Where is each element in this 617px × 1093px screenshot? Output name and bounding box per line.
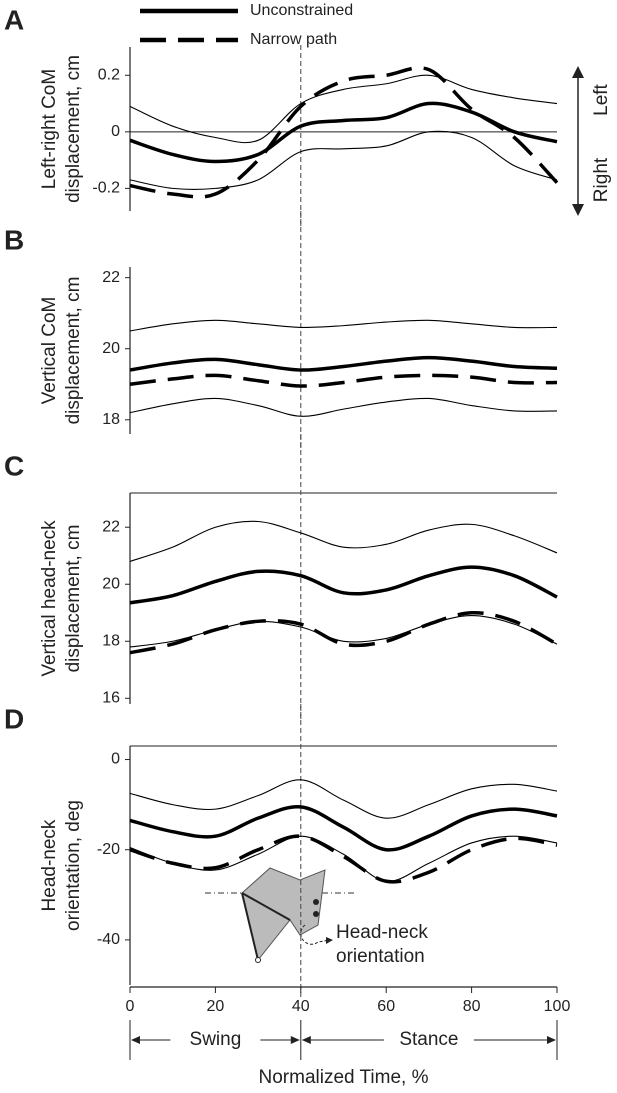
- y-axis-label: Head-neck: [39, 819, 60, 911]
- series-line: [129, 319, 558, 332]
- inset-label: Head-neck: [336, 922, 428, 943]
- arrowhead: [301, 1036, 311, 1044]
- y-tick-label: -0.2: [92, 180, 120, 197]
- x-tick-label: 100: [544, 998, 571, 1015]
- x-tick-label: 40: [292, 998, 310, 1015]
- arrowhead: [572, 204, 584, 216]
- y-tick-label: 20: [102, 575, 120, 592]
- arrowhead: [290, 1036, 300, 1044]
- series-line: [129, 520, 558, 562]
- y-tick-label: 18: [102, 411, 120, 428]
- y-axis-label: Vertical CoM: [39, 297, 60, 405]
- series-line: [129, 74, 558, 144]
- panel-label: D: [4, 703, 24, 734]
- y-tick-label: 0: [111, 751, 120, 768]
- y-axis-label: Left-right CoM: [39, 69, 60, 189]
- series-line: [129, 355, 558, 372]
- y-tick-label: 0: [111, 123, 120, 140]
- x-tick-label: 80: [463, 998, 481, 1015]
- series-line: [129, 397, 558, 417]
- series-line: [129, 834, 558, 884]
- side-label: Left: [591, 83, 612, 115]
- y-axis-label: orientation, deg: [63, 800, 84, 931]
- y-tick-label: 0.2: [98, 66, 120, 83]
- series-line: [129, 835, 558, 882]
- panel-label: C: [4, 450, 24, 481]
- arrowhead: [131, 1036, 140, 1044]
- series-line: [129, 130, 558, 190]
- series-line: [129, 565, 558, 605]
- series-line: [129, 804, 558, 852]
- inset-label: orientation: [336, 946, 425, 967]
- y-axis-label: displacement, cm: [63, 277, 84, 425]
- arrowhead: [572, 66, 584, 78]
- y-tick-label: 18: [102, 632, 120, 649]
- legend-label: Unconstrained: [250, 2, 353, 19]
- x-tick-label: 60: [377, 998, 395, 1015]
- arrowhead: [547, 1036, 556, 1044]
- inset-icon: [205, 867, 355, 963]
- y-tick-label: -20: [97, 841, 120, 858]
- series-line: [129, 373, 558, 388]
- phase-label: Swing: [190, 1029, 242, 1050]
- series-line: [129, 615, 558, 648]
- y-tick-label: 22: [102, 269, 120, 286]
- y-tick-label: -40: [97, 931, 120, 948]
- y-tick-label: 16: [102, 690, 120, 707]
- y-axis-label: displacement, cm: [63, 55, 84, 203]
- series-line: [129, 66, 559, 199]
- x-tick-label: 0: [126, 998, 135, 1015]
- x-axis-label: Normalized Time, %: [259, 1067, 429, 1088]
- panel-label: B: [4, 224, 24, 255]
- y-axis-label: displacement, cm: [63, 525, 84, 673]
- y-axis-label: Vertical head-neck: [39, 520, 60, 677]
- x-tick-label: 20: [207, 998, 225, 1015]
- series-line: [129, 779, 558, 819]
- legend-label: Narrow path: [250, 31, 337, 48]
- y-tick-label: 22: [102, 518, 120, 535]
- y-tick-label: 20: [102, 340, 120, 357]
- phase-label: Stance: [399, 1029, 458, 1050]
- panel-label: A: [4, 4, 24, 35]
- side-label: Right: [591, 157, 612, 202]
